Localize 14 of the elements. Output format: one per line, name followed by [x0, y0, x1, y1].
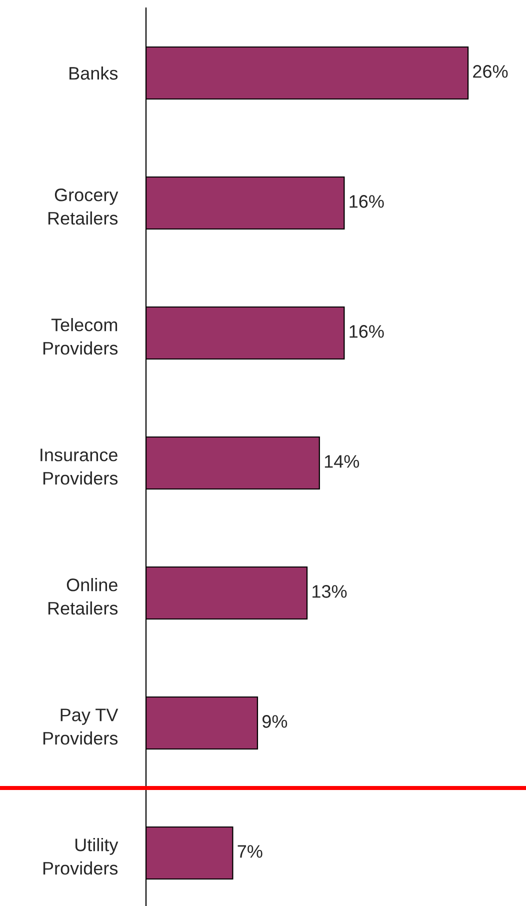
data-label: 7%: [238, 845, 262, 858]
data-label: 16%: [350, 195, 384, 208]
y-tick-label: Utility Providers: [43, 838, 118, 875]
data-label: 16%: [350, 325, 384, 338]
data-label: 14%: [324, 455, 360, 468]
data-label: 26%: [473, 65, 508, 78]
y-tick-label: Pay TV Providers: [43, 708, 118, 745]
y-tick-label: Online Retailers: [48, 578, 118, 615]
y-tick-label: Grocery Retailers: [48, 188, 118, 225]
y-tick-label: Telecom Providers: [43, 318, 118, 355]
y-tick-label: Insurance Providers: [40, 448, 118, 485]
data-label: 13%: [312, 585, 347, 598]
data-label: 9%: [262, 715, 288, 728]
y-tick-label: Banks: [70, 66, 118, 80]
